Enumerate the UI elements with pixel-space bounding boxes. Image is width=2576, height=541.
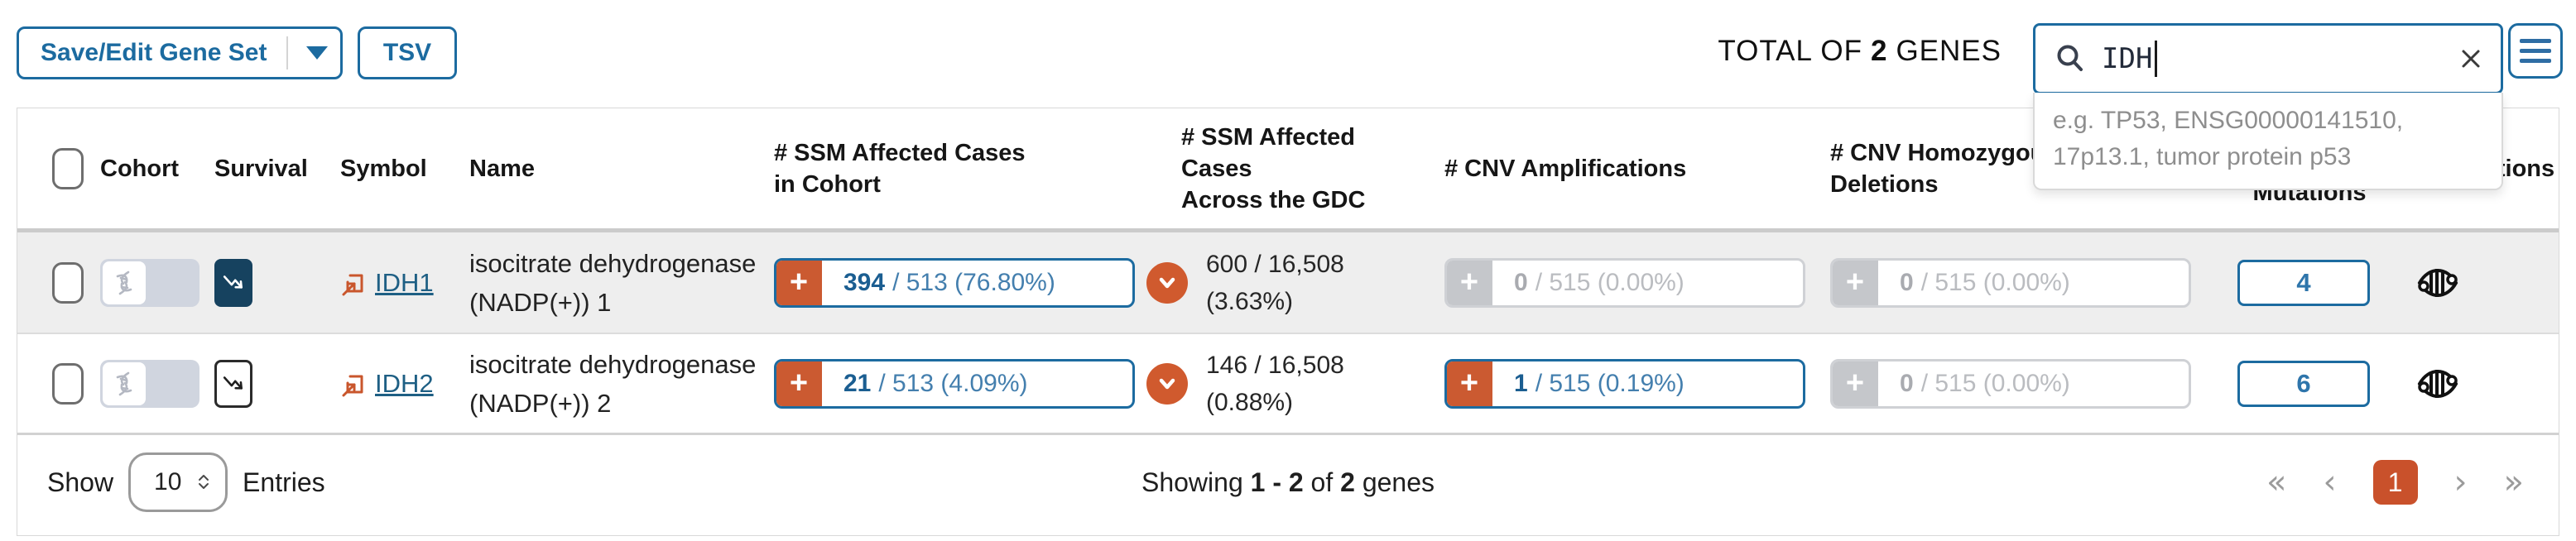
chevron-down-icon (1159, 378, 1175, 389)
column-header-ssm-cohort: # SSM Affected Cases in Cohort (774, 139, 1026, 198)
column-header-survival: Survival (214, 155, 308, 182)
select-chevrons-icon (199, 475, 209, 489)
last-page-icon[interactable]: » (2503, 463, 2524, 501)
row-checkbox[interactable] (52, 362, 84, 405)
page-size-select[interactable]: 10 (128, 452, 228, 512)
entries-label: Entries (243, 467, 325, 497)
column-header-symbol: Symbol (340, 155, 427, 182)
clear-search-icon[interactable] (2459, 47, 2482, 70)
external-link-icon[interactable] (340, 370, 367, 398)
table-row: IDH1 isocitrate dehydrogenase (NADP(+)) … (17, 232, 2559, 333)
gene-symbol-link[interactable]: IDH1 (375, 267, 434, 297)
next-page-icon[interactable]: › (2453, 463, 2468, 501)
caret-down-icon[interactable] (306, 46, 329, 60)
plus-icon: + (1447, 260, 1492, 305)
button-divider (286, 36, 289, 69)
search-icon (2057, 45, 2083, 71)
search-suggestion-dropdown: e.g. TP53, ENSG00000141510, 17p13.1, tum… (2033, 93, 2503, 190)
add-to-cohort-button-disabled[interactable] (100, 359, 199, 408)
select-all-checkbox[interactable] (52, 147, 84, 189)
showing-summary: Showing 1 - 2 of 2 genes (1141, 467, 1435, 497)
plus-icon: + (1833, 361, 1878, 406)
ssm-affected-cases-gdc: 600 / 16,508 (3.63%) (1206, 250, 1344, 315)
gene-search-input[interactable]: IDH (2033, 23, 2503, 94)
expand-chevron-button[interactable] (1146, 362, 1188, 405)
survival-curve-icon (223, 376, 243, 390)
expand-chevron-button[interactable] (1146, 261, 1188, 304)
column-header-ssm-gdc: # SSM Affected Cases Across the GDC (1181, 123, 1366, 213)
annotations-dna-icon[interactable] (2415, 362, 2461, 405)
add-to-cohort-button-disabled[interactable] (100, 258, 199, 307)
chevron-down-icon (1159, 277, 1175, 288)
ssm-affected-cases-gdc: 146 / 16,508 (0.88%) (1206, 351, 1344, 416)
cnv-homozygous-deletions-button-disabled[interactable]: + 0/ 515 (0.00%) (1830, 358, 2191, 409)
plus-icon: + (1447, 361, 1492, 406)
column-header-cnv-homozygous-deletions: # CNV Homozygous Deletions (1830, 139, 2059, 198)
plus-icon: + (776, 260, 822, 305)
dna-cohort-icon (103, 361, 146, 405)
mutations-count-button[interactable]: 6 (2237, 360, 2370, 407)
search-value: IDH (2102, 42, 2153, 75)
gene-name: isocitrate dehydrogenase (NADP(+)) 2 (469, 349, 757, 418)
column-header-cohort: Cohort (100, 155, 180, 182)
row-checkbox[interactable] (52, 261, 84, 304)
current-page-button[interactable]: 1 (2372, 460, 2418, 505)
ssm-affected-cases-cohort-button[interactable]: + 21/ 513 (4.09%) (774, 358, 1135, 409)
plus-icon: + (776, 361, 822, 406)
column-header-cnv-amplifications: # CNV Amplifications (1444, 155, 1687, 182)
table-row: IDH2 isocitrate dehydrogenase (NADP(+)) … (17, 333, 2559, 433)
survival-plot-button-active[interactable] (214, 258, 252, 307)
first-page-icon[interactable]: « (2266, 463, 2287, 501)
external-link-icon[interactable] (340, 269, 367, 297)
cnv-homozygous-deletions-button-disabled[interactable]: + 0/ 515 (0.00%) (1830, 257, 2191, 308)
show-label: Show (47, 467, 114, 497)
annotations-dna-icon[interactable] (2415, 261, 2461, 304)
table-footer: Show 10 Entries Showing 1 - 2 of 2 genes… (17, 433, 2559, 529)
cnv-amplifications-button[interactable]: + 1/ 515 (0.19%) (1444, 358, 1805, 409)
tsv-label: TSV (382, 39, 432, 66)
pagination: « ‹ 1 › » (2266, 460, 2524, 505)
menu-icon[interactable] (2508, 23, 2563, 79)
plus-icon: + (1833, 260, 1878, 305)
save-edit-gene-set-label: Save/Edit Gene Set (41, 39, 267, 66)
column-header-name: Name (469, 155, 535, 182)
save-edit-gene-set-button[interactable]: Save/Edit Gene Set (17, 26, 343, 79)
gene-symbol-link[interactable]: IDH2 (375, 368, 434, 398)
mutations-count-button[interactable]: 4 (2237, 259, 2370, 306)
dna-cohort-icon (103, 261, 146, 304)
tsv-button[interactable]: TSV (358, 26, 457, 79)
text-cursor (2155, 41, 2158, 77)
cnv-amplifications-button-disabled[interactable]: + 0/ 515 (0.00%) (1444, 257, 1805, 308)
previous-page-icon[interactable]: ‹ (2323, 463, 2337, 501)
total-genes-text: TOTAL OF 2 GENES (1718, 35, 2002, 67)
survival-curve-icon (223, 275, 243, 289)
gene-name: isocitrate dehydrogenase (NADP(+)) 1 (469, 248, 757, 317)
ssm-affected-cases-cohort-button[interactable]: + 394/ 513 (76.80%) (774, 257, 1135, 308)
survival-plot-button[interactable] (214, 359, 252, 408)
